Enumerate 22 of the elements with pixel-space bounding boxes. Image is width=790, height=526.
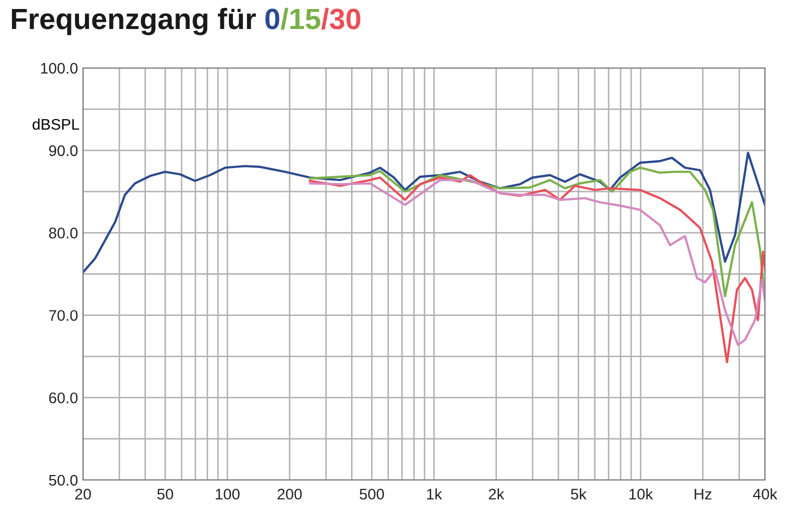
x-tick-label: 50 xyxy=(157,488,174,500)
x-tick-label: 5k xyxy=(570,488,587,500)
y-tick-label: 60.0 xyxy=(49,392,78,404)
y-tick-label: 100.0 xyxy=(41,62,78,74)
x-tick-label: 20 xyxy=(75,488,91,500)
text: /30 xyxy=(321,8,360,30)
x-tick-label: 1k xyxy=(427,488,442,500)
text: 0 xyxy=(265,8,280,30)
x-tick-label: Hz xyxy=(694,488,712,500)
chart-title: Frequenzgang für xyxy=(12,8,256,36)
x-tick-label: 40k xyxy=(753,488,778,500)
x-tick-label: 10k xyxy=(629,488,653,500)
y-tick-label: 70.0 xyxy=(49,310,78,321)
x-tick-label: 500 xyxy=(360,488,384,500)
x-tick-label: 200 xyxy=(278,488,302,500)
y-tick-label: 50.0 xyxy=(49,474,78,486)
y-axis-title: dBSPL xyxy=(32,118,80,130)
x-tick-label: 100 xyxy=(216,488,240,500)
y-tick-label: 90.0 xyxy=(49,145,78,156)
x-tick-label: 2k xyxy=(488,488,504,500)
text: /15 xyxy=(280,8,320,30)
y-tick-label: 80.0 xyxy=(49,228,78,238)
